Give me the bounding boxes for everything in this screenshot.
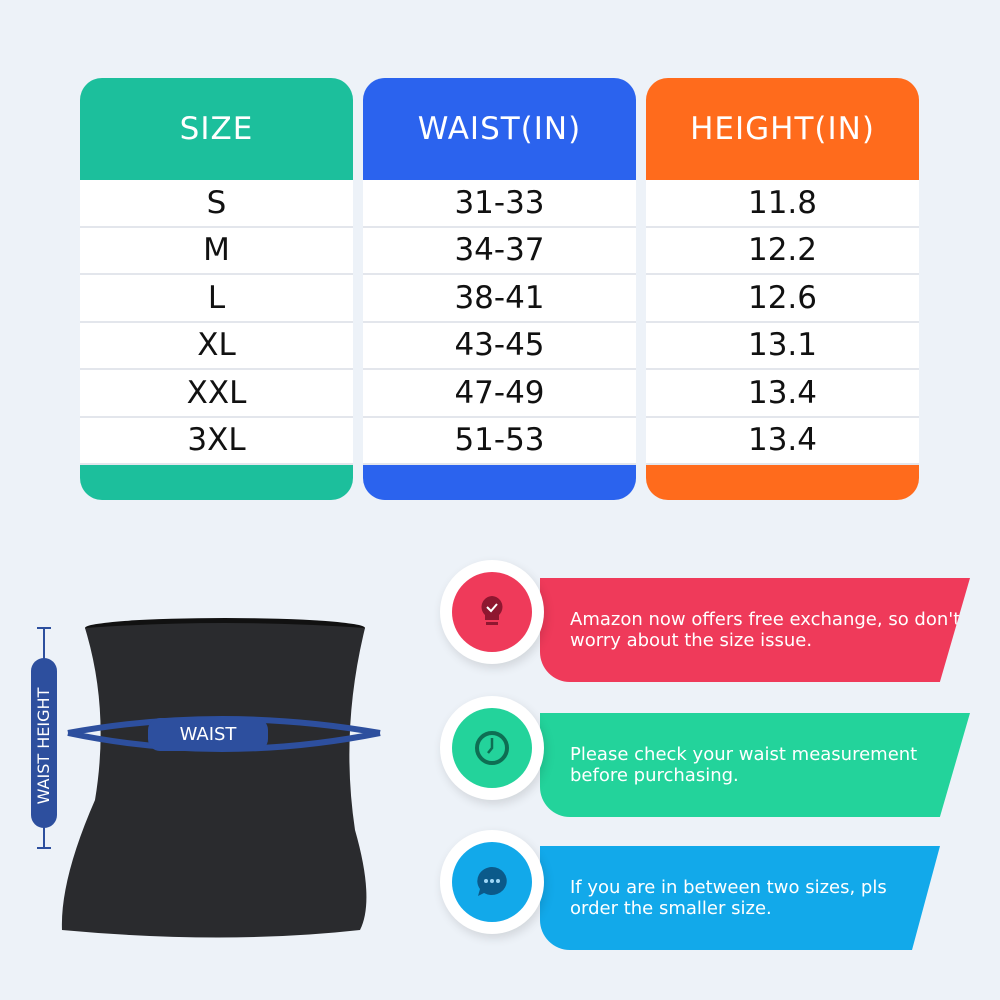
size-cell: XXL	[80, 370, 353, 418]
size-cell: 3XL	[80, 418, 353, 465]
waist-cell: 51-53	[363, 418, 636, 465]
height-cell: 13.1	[646, 323, 919, 370]
height-cell: 12.6	[646, 275, 919, 323]
waist-cell: 34-37	[363, 228, 636, 275]
size-header: SIZE	[80, 78, 353, 180]
height-cell: 13.4	[646, 370, 919, 418]
height-header: HEIGHT(IN)	[646, 78, 919, 180]
size-cell: XL	[80, 323, 353, 370]
waist-height-label: WAIST HEIGHT	[34, 687, 53, 805]
waist-cell: 31-33	[363, 180, 636, 228]
clock-icon	[440, 696, 544, 800]
tip-banner-between-sizes: If you are in between two sizes, pls ord…	[540, 846, 940, 950]
waist-cell: 43-45	[363, 323, 636, 370]
lightbulb-check-icon	[440, 560, 544, 664]
tip-banner-measure: Please check your waist measurement befo…	[540, 713, 970, 817]
size-column: SIZE S M L XL XXL 3XL	[80, 78, 353, 500]
waist-header: WAIST(IN)	[363, 78, 636, 180]
height-cell: 12.2	[646, 228, 919, 275]
chat-bubble-icon	[440, 830, 544, 934]
size-cell: L	[80, 275, 353, 323]
height-cell: 13.4	[646, 418, 919, 465]
tip-text: If you are in between two sizes, pls ord…	[570, 877, 887, 919]
size-cell: M	[80, 228, 353, 275]
tip-text: Please check your waist measurement befo…	[570, 744, 918, 786]
height-cell: 11.8	[646, 180, 919, 228]
waist-label: WAIST	[179, 724, 237, 745]
waist-column: WAIST(IN) 31-33 34-37 38-41 43-45 47-49 …	[363, 78, 636, 500]
tip-text: Amazon now offers free exchange, so don'…	[570, 609, 961, 651]
waist-cell: 38-41	[363, 275, 636, 323]
tip-banner-exchange: Amazon now offers free exchange, so don'…	[540, 578, 970, 682]
height-column: HEIGHT(IN) 11.8 12.2 12.6 13.1 13.4 13.4	[646, 78, 919, 500]
waist-cell: 47-49	[363, 370, 636, 418]
waist-trainer-illustration	[31, 618, 381, 938]
size-cell: S	[80, 180, 353, 228]
